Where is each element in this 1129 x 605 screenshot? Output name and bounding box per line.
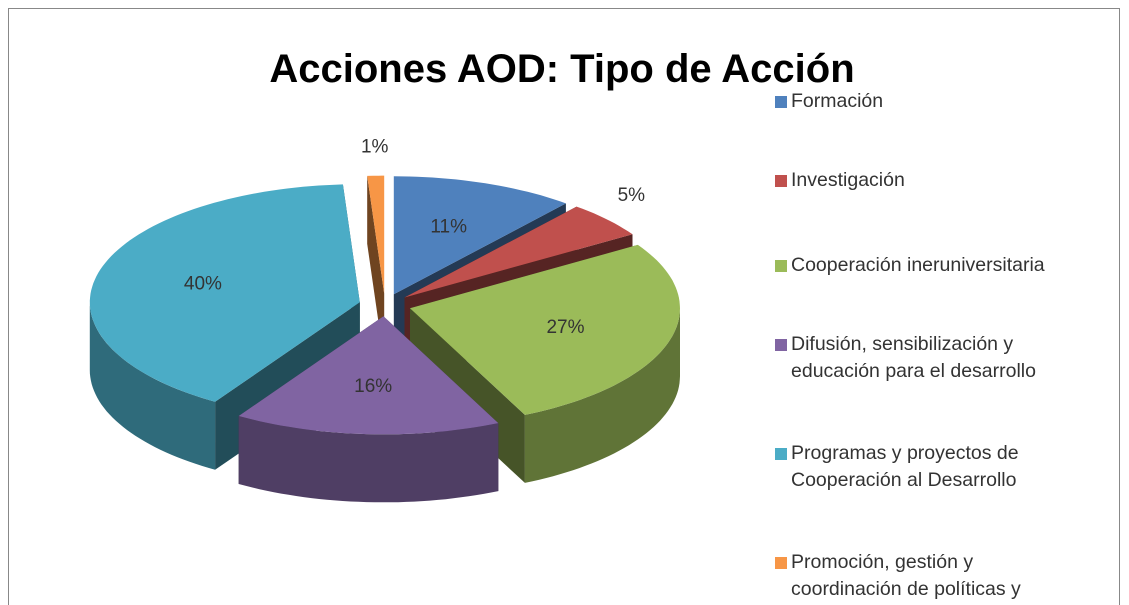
legend-swatch [775, 175, 787, 187]
chart-title: Acciones AOD: Tipo de Acción [269, 47, 854, 91]
slice-top [89, 184, 360, 402]
legend-item: Cooperación ineruniversitaria [775, 252, 1115, 279]
data-label: 16% [354, 376, 392, 397]
legend-item: Formación [775, 88, 1115, 115]
legend-label: Investigación [791, 169, 905, 191]
slice [367, 175, 385, 362]
data-label: 27% [546, 317, 584, 338]
legend-item: Investigación [775, 167, 1115, 194]
legend-label: Cooperación ineruniversitaria [791, 254, 1045, 276]
slice-top [238, 316, 499, 435]
legend: Formación Investigación Cooperación inerun… [775, 88, 1115, 605]
legend-label: Difusión, sensibilización y educación pa… [791, 333, 1036, 382]
data-label: 40% [184, 274, 222, 295]
slice-side [367, 175, 385, 362]
legend-item: Programas y proyectos de Cooperación al … [775, 440, 1115, 494]
legend-swatch [775, 339, 787, 351]
legend-label: Programas y proyectos de Cooperación al … [791, 442, 1019, 491]
slice-wall [89, 302, 216, 470]
legend-label: Promoción, gestión y coordinación de pol… [791, 551, 1021, 600]
slice-top [404, 206, 633, 298]
slice-wall [524, 308, 680, 483]
legend-swatch [775, 96, 787, 108]
slice-top [367, 175, 385, 294]
slice [238, 316, 499, 503]
data-label: 1% [361, 137, 389, 158]
legend-swatch [775, 260, 787, 272]
legend-swatch [775, 448, 787, 460]
legend-swatch [775, 557, 787, 569]
legend-item: Promoción, gestión y coordinación de pol… [775, 549, 1115, 605]
slice-top [410, 244, 680, 415]
slice-top [393, 176, 566, 295]
chart-frame [8, 8, 1120, 605]
legend-item: Difusión, sensibilización y educación pa… [775, 331, 1115, 385]
slice-wall [238, 416, 499, 503]
data-label: 5% [618, 185, 646, 206]
legend-label: Formación [791, 90, 884, 112]
data-label: 11% [430, 217, 467, 238]
